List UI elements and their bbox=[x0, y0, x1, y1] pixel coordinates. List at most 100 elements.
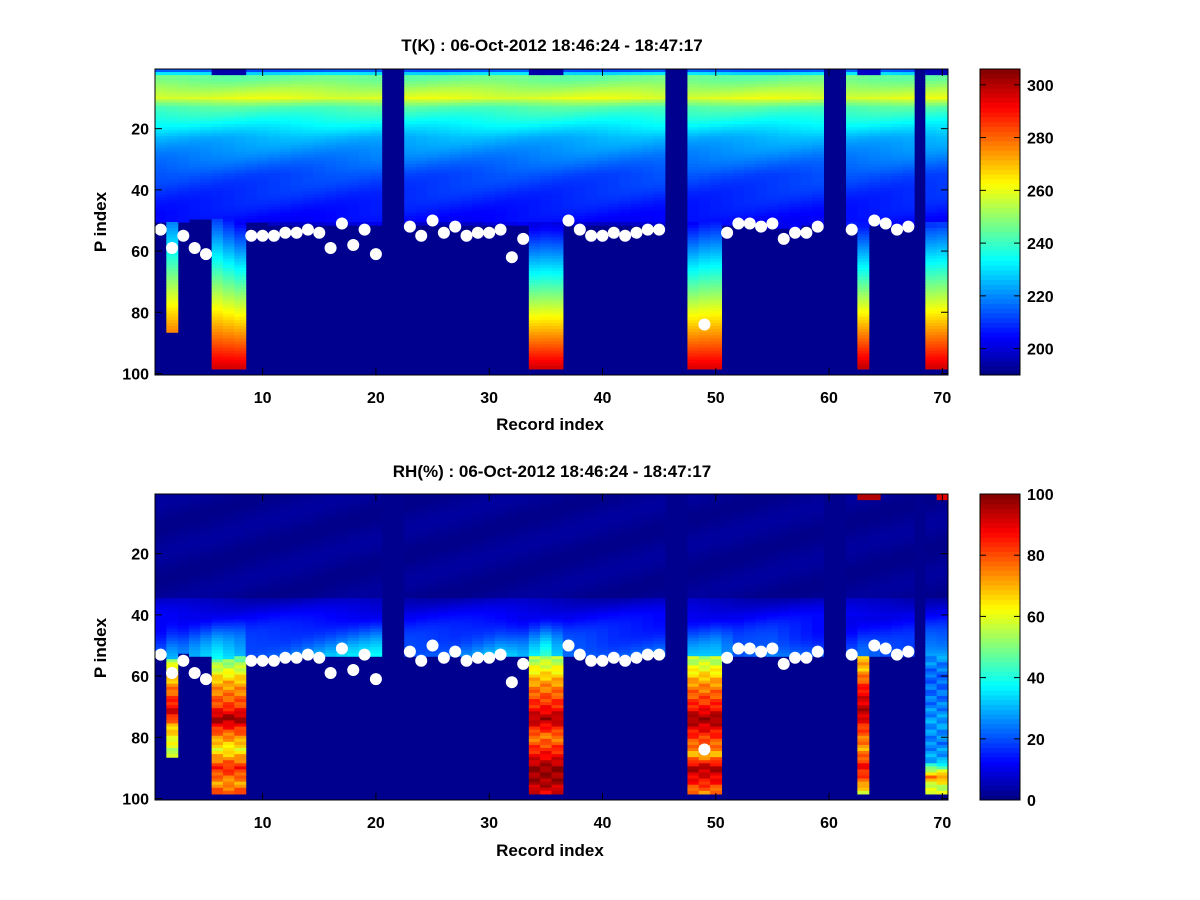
colorbar-swatch bbox=[980, 308, 1020, 314]
heatmap-cell bbox=[313, 124, 326, 128]
heatmap-cell bbox=[698, 99, 711, 104]
heatmap-cell bbox=[177, 613, 190, 617]
heatmap-cell bbox=[732, 124, 745, 128]
heatmap-cell bbox=[721, 163, 734, 168]
colorbar-swatch bbox=[980, 131, 1020, 137]
heatmap-cell bbox=[268, 127, 281, 131]
heatmap-cell bbox=[506, 99, 519, 104]
heatmap-cell bbox=[188, 549, 201, 553]
heatmap-cell bbox=[302, 99, 315, 104]
heatmap-cell bbox=[687, 225, 700, 229]
heatmap-cell bbox=[245, 194, 258, 199]
heatmap-cell bbox=[234, 286, 247, 290]
heatmap-cell bbox=[222, 218, 235, 223]
heatmap-cell bbox=[460, 108, 473, 113]
heatmap-cell bbox=[789, 99, 802, 104]
heatmap-cell bbox=[358, 188, 371, 192]
heatmap-cell bbox=[426, 176, 439, 180]
heatmap-cell bbox=[268, 594, 281, 599]
heatmap-cell bbox=[211, 78, 224, 82]
heatmap-cell bbox=[211, 766, 224, 770]
heatmap-cell bbox=[868, 191, 881, 196]
heatmap-cell bbox=[358, 151, 371, 156]
heatmap-cell bbox=[574, 173, 587, 177]
heatmap-cell bbox=[744, 75, 757, 79]
heatmap-cell bbox=[200, 78, 213, 82]
heatmap-cell bbox=[279, 643, 292, 648]
heatmap-cell bbox=[222, 249, 235, 254]
heatmap-cell bbox=[302, 524, 315, 529]
heatmap-cell bbox=[528, 136, 541, 140]
heatmap-cell bbox=[200, 576, 213, 581]
heatmap-cell bbox=[222, 781, 235, 786]
heatmap-cell bbox=[778, 185, 790, 189]
heatmap-cell bbox=[868, 121, 881, 125]
heatmap-cell bbox=[562, 114, 575, 119]
heatmap-cell bbox=[528, 310, 541, 315]
heatmap-cell bbox=[540, 151, 553, 156]
heatmap-cell bbox=[268, 494, 281, 498]
heatmap-cell bbox=[211, 286, 224, 290]
heatmap-cell bbox=[245, 637, 258, 642]
heatmap-cell bbox=[426, 136, 439, 140]
heatmap-cell bbox=[415, 130, 428, 134]
heatmap-cell bbox=[222, 222, 235, 226]
heatmap-cell bbox=[732, 185, 745, 189]
heatmap-cell bbox=[846, 194, 858, 199]
heatmap-cell bbox=[789, 157, 802, 162]
heatmap-cell bbox=[415, 108, 428, 113]
heatmap-cell bbox=[857, 319, 870, 324]
heatmap-cell bbox=[358, 182, 371, 186]
heatmap-cell bbox=[857, 136, 870, 140]
heatmap-cell bbox=[710, 365, 723, 370]
heatmap-cell bbox=[438, 179, 451, 183]
heatmap-cell bbox=[698, 121, 711, 125]
heatmap-cell bbox=[302, 564, 315, 569]
heatmap-cell bbox=[234, 133, 247, 137]
heatmap-cell bbox=[857, 258, 870, 263]
heatmap-cell bbox=[155, 139, 167, 144]
heatmap-cell bbox=[268, 634, 281, 639]
heatmap-cell bbox=[155, 521, 167, 526]
heatmap-cell bbox=[744, 209, 757, 214]
heatmap-cell bbox=[324, 527, 337, 532]
heatmap-cell bbox=[472, 188, 485, 192]
heatmap-cell bbox=[177, 622, 190, 627]
heatmap-cell bbox=[936, 322, 948, 327]
heatmap-cell bbox=[155, 96, 167, 101]
heatmap-cell bbox=[721, 222, 734, 226]
heatmap-cell bbox=[732, 169, 745, 174]
heatmap-cell bbox=[846, 127, 858, 131]
heatmap-cell bbox=[868, 182, 881, 186]
heatmap-cell bbox=[426, 163, 439, 168]
heatmap-cell bbox=[290, 509, 303, 513]
heatmap-cell bbox=[155, 539, 167, 544]
heatmap-cell bbox=[268, 93, 281, 98]
colorbar-swatch bbox=[980, 231, 1020, 237]
heatmap-cell bbox=[256, 124, 269, 128]
heatmap-cell bbox=[166, 277, 179, 281]
heatmap-cell bbox=[460, 179, 473, 183]
heatmap-cell bbox=[370, 154, 383, 159]
heatmap-cell bbox=[472, 203, 485, 208]
heatmap-cell bbox=[608, 87, 621, 92]
heatmap-cell bbox=[256, 117, 269, 122]
heatmap-cell bbox=[200, 512, 213, 517]
heatmap-cell bbox=[891, 212, 904, 217]
heatmap-cell bbox=[200, 203, 213, 208]
heatmap-cell bbox=[766, 139, 779, 144]
heatmap-cell bbox=[200, 215, 213, 220]
heatmap-cell bbox=[528, 289, 541, 293]
heatmap-cell bbox=[279, 625, 292, 630]
heatmap-cell bbox=[789, 72, 802, 76]
heatmap-cell bbox=[256, 521, 269, 526]
heatmap-cell bbox=[506, 154, 519, 159]
heatmap-cell bbox=[540, 90, 553, 95]
heatmap-cell bbox=[211, 515, 224, 520]
heatmap-cell bbox=[426, 99, 439, 104]
heatmap-cell bbox=[404, 108, 417, 113]
marker-point bbox=[732, 217, 745, 230]
marker-point bbox=[698, 318, 711, 331]
heatmap-cell bbox=[812, 212, 824, 217]
heatmap-cell bbox=[687, 173, 700, 177]
